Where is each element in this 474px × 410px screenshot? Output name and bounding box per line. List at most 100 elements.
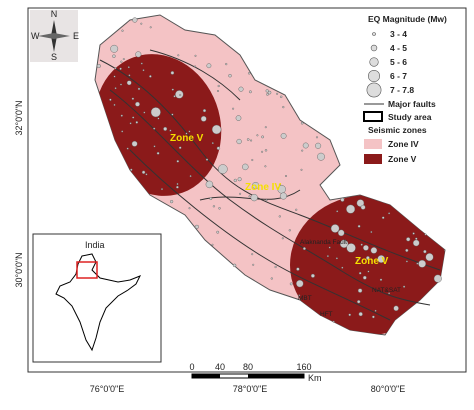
earthquake-dot bbox=[332, 320, 335, 323]
earthquake-dot bbox=[149, 26, 152, 29]
earthquake-dot bbox=[302, 142, 309, 149]
fault-label: NAT&SAT bbox=[372, 287, 401, 294]
scale-seg bbox=[192, 374, 220, 378]
legend-label: Zone V bbox=[388, 154, 417, 164]
legend-label: 4 - 5 bbox=[390, 43, 407, 53]
earthquake-dot bbox=[228, 73, 232, 78]
earthquake-dot bbox=[113, 75, 116, 78]
earthquake-dot bbox=[212, 205, 215, 208]
earthquake-dot bbox=[232, 263, 237, 268]
legend-zone-iv-symbol bbox=[364, 139, 382, 149]
earthquake-dot bbox=[302, 247, 306, 251]
earthquake-dot bbox=[202, 108, 207, 113]
earthquake-dot bbox=[261, 135, 264, 139]
earthquake-dot bbox=[289, 282, 293, 286]
earthquake-dot bbox=[433, 274, 442, 283]
zone-label: Zone IV bbox=[245, 182, 281, 193]
earthquake-dot bbox=[330, 224, 340, 233]
earthquake-dot bbox=[217, 164, 228, 174]
earthquake-dot bbox=[137, 87, 141, 91]
earthquake-dot bbox=[357, 288, 363, 293]
earthquake-dot bbox=[135, 51, 142, 58]
earthquake-dot bbox=[175, 185, 179, 189]
earthquake-dot bbox=[360, 243, 363, 246]
earthquake-dot bbox=[300, 168, 303, 171]
earthquake-dot bbox=[120, 60, 123, 63]
earthquake-dot bbox=[360, 204, 366, 210]
earthquake-dot bbox=[264, 126, 267, 129]
earthquake-dot bbox=[280, 95, 283, 99]
earthquake-dot bbox=[247, 72, 251, 75]
earthquake-dot bbox=[261, 150, 264, 153]
legend-label: Study area bbox=[388, 112, 432, 122]
earthquake-dot bbox=[160, 188, 163, 191]
lon-label: 76°0'0"E bbox=[90, 384, 125, 394]
earthquake-dot bbox=[176, 182, 179, 185]
earthquake-dot bbox=[328, 246, 331, 249]
earthquake-dot bbox=[423, 249, 427, 254]
earthquake-dot bbox=[218, 207, 221, 210]
earthquake-dot bbox=[132, 116, 135, 119]
fault-line bbox=[99, 59, 441, 271]
inset-map: India bbox=[32, 233, 162, 363]
earthquake-dot bbox=[112, 54, 116, 58]
fault-line bbox=[109, 89, 431, 306]
earthquake-dot bbox=[242, 163, 249, 171]
earthquake-dot bbox=[295, 208, 298, 211]
scale-label: 160 bbox=[296, 362, 311, 372]
earthquake-dot bbox=[246, 138, 250, 141]
earthquake-dot bbox=[266, 93, 269, 96]
scale-unit: Km bbox=[308, 373, 322, 383]
earthquake-dot bbox=[300, 121, 304, 125]
earthquake-dot bbox=[415, 237, 418, 240]
earthquake-dot bbox=[126, 147, 129, 150]
lat-label: 30°0'0"N bbox=[14, 252, 24, 287]
earthquake-dot bbox=[145, 173, 148, 176]
earthquake-dot bbox=[142, 69, 145, 72]
earthquake-dot bbox=[179, 93, 182, 96]
earthquake-dot bbox=[388, 212, 391, 215]
compass-n: N bbox=[51, 9, 58, 19]
legend-label: 6 - 7 bbox=[390, 71, 407, 81]
earthquake-dot bbox=[177, 54, 180, 57]
earthquake-dot bbox=[393, 305, 399, 311]
earthquake-dot bbox=[140, 22, 143, 25]
earthquake-dot bbox=[379, 278, 383, 281]
earthquake-dot bbox=[276, 92, 279, 95]
faults bbox=[99, 49, 441, 321]
earthquake-dot bbox=[296, 267, 300, 271]
earthquake-dot bbox=[170, 200, 174, 204]
earthquake-dot bbox=[188, 130, 191, 133]
earthquake-dot bbox=[216, 146, 221, 150]
earthquake-dot bbox=[153, 127, 156, 130]
scale-label: 40 bbox=[215, 362, 225, 372]
compass-e: E bbox=[73, 31, 79, 41]
earthquake-dot bbox=[175, 90, 184, 99]
earthquake-dot bbox=[205, 158, 209, 161]
earthquake-dot bbox=[281, 237, 284, 240]
fault-line bbox=[129, 149, 391, 321]
legend-title: EQ Magnitude (Mw) bbox=[368, 14, 447, 24]
earthquake-dot bbox=[405, 260, 408, 263]
earthquake-dot bbox=[274, 265, 277, 269]
earthquake-dot bbox=[340, 197, 345, 202]
earthquake-dot bbox=[109, 98, 112, 101]
earthquake-dot bbox=[235, 115, 242, 121]
earthquake-dot bbox=[140, 62, 143, 65]
earthquake-dot bbox=[206, 63, 212, 69]
compass-w: W bbox=[31, 31, 40, 41]
legend: EQ Magnitude (Mw) 3 - 4 4 - 5 5 - 6 6 - 7 7 … bbox=[356, 10, 464, 188]
earthquake-dot bbox=[310, 273, 315, 278]
earthquake-dot bbox=[301, 149, 304, 152]
earthquake-dot bbox=[296, 279, 304, 288]
earthquake-dot bbox=[371, 315, 375, 319]
earthquake-dot bbox=[238, 86, 244, 92]
earthquake-dot bbox=[120, 114, 123, 117]
earthquake-dot bbox=[362, 244, 369, 251]
earthquake-dot bbox=[346, 243, 356, 253]
earthquake-dot bbox=[143, 111, 146, 114]
compass-s: S bbox=[51, 52, 57, 62]
earthquake-dot bbox=[114, 67, 117, 70]
earthquake-dot bbox=[278, 215, 281, 218]
